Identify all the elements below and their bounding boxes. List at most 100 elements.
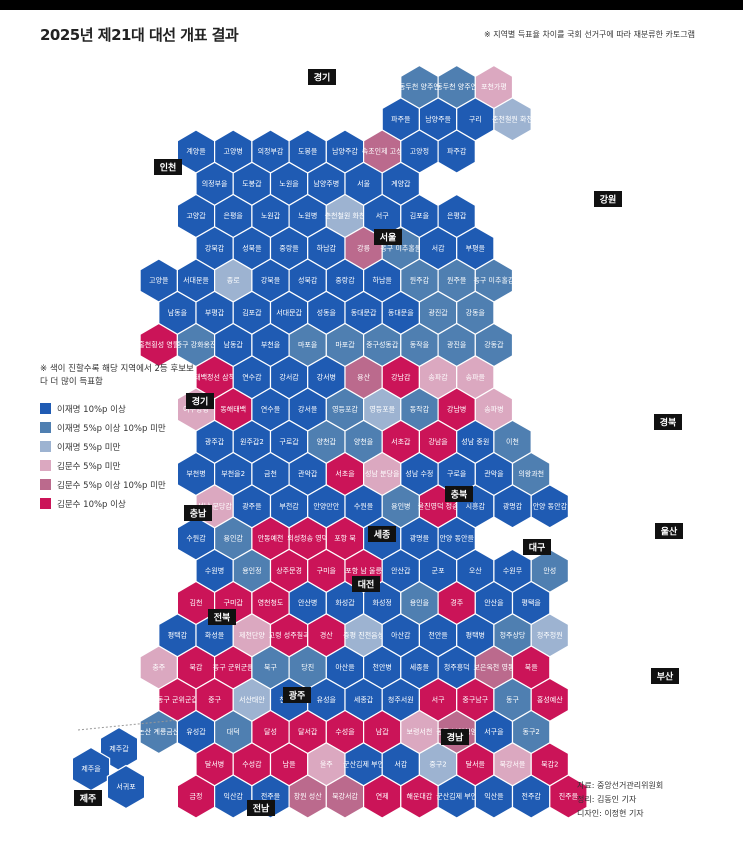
district-label: 영천청도 bbox=[258, 598, 284, 607]
legend-label: 이재명 5%p 이상 10%p 미만 bbox=[57, 423, 166, 434]
legend-label: 김문수 10%p 이상 bbox=[57, 499, 126, 510]
region-tag-bg bbox=[184, 505, 212, 521]
district-label: 성동을 bbox=[317, 308, 337, 317]
district-label: 보령서천 bbox=[407, 727, 433, 736]
district-label: 영등포을 bbox=[369, 405, 395, 414]
jeju-separator bbox=[77, 719, 179, 731]
district-label: 중랑을 bbox=[279, 244, 299, 252]
district-label: 영등포갑 bbox=[332, 405, 358, 414]
region-tag-label: 대구 bbox=[529, 542, 546, 554]
district-label: 용인병 bbox=[391, 501, 410, 510]
district-hex-shape bbox=[437, 129, 476, 174]
district-label: 노원을 bbox=[279, 179, 299, 188]
district-label: 서갑 bbox=[432, 243, 445, 252]
district-label: 청주청원 bbox=[537, 630, 563, 639]
district-label: 동구 군위군을 bbox=[213, 664, 254, 672]
region-tag-bg bbox=[594, 191, 622, 207]
district-hex: 진주을 bbox=[549, 774, 588, 819]
legend-swatch bbox=[40, 460, 51, 471]
district-label: 부천병 bbox=[186, 469, 205, 478]
district-label: 춘천철원 화천 bbox=[325, 211, 366, 220]
top-black-bar bbox=[0, 0, 743, 10]
district-label: 서대문갑 bbox=[276, 308, 302, 317]
district-label: 강서병 bbox=[317, 372, 336, 381]
legend-label: 이재명 5%p 미만 bbox=[57, 442, 121, 453]
district-label: 성북을 bbox=[242, 243, 262, 252]
district-label: 동구2 bbox=[523, 728, 540, 736]
district-label: 용인정 bbox=[242, 566, 261, 575]
district-label: 구리 bbox=[469, 114, 482, 123]
district-label: 동대문을 bbox=[388, 309, 414, 317]
district-label: 성남 수정 bbox=[405, 469, 433, 478]
district-label: 파주을 bbox=[391, 114, 411, 123]
region-tag-bg bbox=[368, 526, 396, 542]
district-label: 구로갑 bbox=[279, 438, 299, 446]
legend-item-l3: 이재명 10%p 이상 bbox=[40, 399, 200, 418]
district-label: 군산김제 부안 bbox=[343, 759, 384, 768]
district-label: 서초갑 bbox=[391, 437, 411, 446]
district-label: 남양주병 bbox=[313, 179, 339, 188]
district-label: 도봉갑 bbox=[242, 180, 262, 188]
district-label: 동구 군위군갑 bbox=[157, 696, 198, 704]
district-label: 관악갑 bbox=[298, 469, 318, 478]
district-label: 금천 bbox=[264, 469, 277, 478]
district-label: 춘천철원 화천 bbox=[492, 114, 533, 123]
district-label: 안산을 bbox=[484, 598, 504, 607]
district-label: 청주흥덕 bbox=[444, 663, 470, 672]
district-label: 남양주갑 bbox=[332, 147, 358, 156]
district-label: 천안을 bbox=[428, 630, 448, 639]
district-label: 서갑 bbox=[394, 759, 407, 768]
region-tag-bg bbox=[352, 576, 380, 592]
region-tag: 경기 bbox=[308, 69, 336, 85]
region-tag-bg bbox=[283, 687, 311, 703]
district-hex-shape bbox=[549, 774, 588, 819]
district-label: 강남을 bbox=[428, 437, 448, 446]
district-label: 안양 동안갑 bbox=[533, 501, 568, 510]
district-label: 제주을 bbox=[81, 765, 101, 773]
district-label: 하남갑 bbox=[317, 243, 337, 252]
region-tag: 경북 bbox=[654, 414, 682, 430]
district-label: 동해태백 bbox=[220, 405, 246, 414]
district-label: 서산태안 bbox=[239, 695, 265, 704]
region-tag-label: 충남 bbox=[190, 508, 207, 520]
region-tag-bg bbox=[441, 729, 469, 745]
district-label: 송파병 bbox=[484, 405, 503, 414]
district-label: 동구 미추홀갑 bbox=[473, 276, 514, 285]
district-label: 속초인제 고성 bbox=[362, 147, 403, 156]
district-label: 서귀포 bbox=[116, 782, 136, 791]
district-label: 광주갑 bbox=[205, 438, 225, 446]
region-tag-bg bbox=[655, 523, 683, 539]
district-label: 고양을 bbox=[149, 277, 169, 285]
district-label: 서구 bbox=[376, 211, 389, 220]
district-hex: 춘천철원 화천 bbox=[492, 97, 533, 142]
district-label: 진주을 bbox=[559, 792, 579, 801]
region-tag-label: 전남 bbox=[253, 803, 270, 815]
district-label: 하남을 bbox=[373, 276, 393, 285]
district-label: 계양갑 bbox=[391, 179, 411, 188]
region-tag: 경남 bbox=[441, 729, 469, 745]
region-tag-bg bbox=[74, 790, 102, 806]
district-label: 군산김제 부안 bbox=[436, 792, 477, 801]
district-label: 포천가평 bbox=[481, 82, 507, 91]
district-label: 서울 bbox=[357, 179, 370, 188]
region-tag-bg bbox=[208, 609, 236, 625]
district-label: 구미갑 bbox=[224, 598, 244, 607]
district-label: 부천을 bbox=[261, 340, 281, 349]
region-tag-bg bbox=[523, 539, 551, 555]
district-label: 울진영덕 청송 bbox=[418, 501, 459, 510]
district-label: 은평갑 bbox=[447, 211, 467, 220]
region-tag-bg bbox=[445, 486, 473, 502]
district-label: 원주갑 bbox=[410, 276, 430, 285]
district-label: 의정부을 bbox=[202, 179, 228, 188]
credit-designer: 디자인: 이정현 기자 bbox=[577, 809, 644, 818]
region-tag-label: 인천 bbox=[160, 163, 177, 174]
region-tag-label: 제주 bbox=[80, 793, 97, 805]
region-tag-label: 울산 bbox=[661, 526, 678, 538]
district-label: 태백정선 삼척 bbox=[194, 372, 235, 381]
district-label: 서구 bbox=[432, 695, 445, 704]
district-label: 강남갑 bbox=[391, 372, 411, 381]
district-label: 양천을 bbox=[354, 437, 374, 446]
district-label: 북강서갑 bbox=[332, 792, 358, 801]
region-tag-label: 대전 bbox=[358, 579, 375, 591]
region-tag-label: 경기 bbox=[192, 396, 209, 408]
